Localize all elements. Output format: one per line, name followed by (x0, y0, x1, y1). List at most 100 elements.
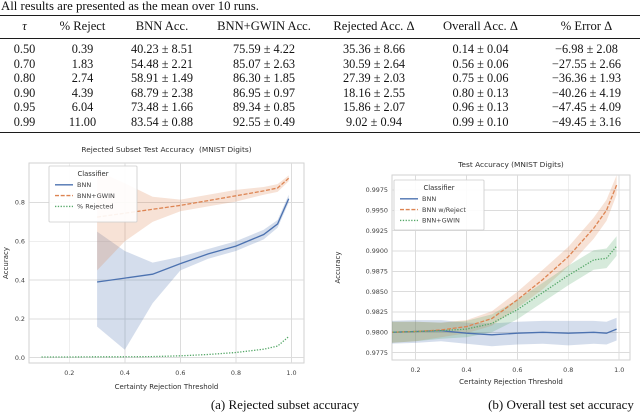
table-cell: −49.45 ± 3.16 (551, 114, 622, 129)
column-header: BNN Acc. (116, 15, 208, 39)
table-cell: 83.54 ± 0.88 (130, 114, 194, 129)
y-tick-label: 0.2 (15, 315, 25, 323)
table-cell: −6.98 ± 2.08 (555, 42, 618, 56)
overall-test-accuracy-chart: 0.2 0.4 0.6 0.8 1.0 0.9775 0.9800 0.9825 0.9850 0… (334, 160, 631, 386)
figure-panel: 0.2 0.4 0.6 0.8 1.0 0.0 0.2 0.4 0.6 0.8 Rejected S… (0, 140, 640, 396)
confidence-band (97, 194, 289, 350)
table-cell: 4.39 (71, 85, 94, 100)
y-tick-label: 0.8 (15, 199, 25, 207)
table-cell: 1.83 (71, 56, 94, 71)
table-cell: 0.75 ± 0.06 (452, 71, 509, 86)
table-cell: 0.50 (13, 42, 36, 56)
y-tick-label: 0.9975 (366, 186, 388, 194)
table-cell: −36.36 ± 1.93 (551, 71, 622, 86)
table-cell: 0.70 (13, 56, 36, 71)
x-tick-label: 0.8 (231, 369, 241, 377)
table-cell: 15.86 ± 2.07 (342, 100, 406, 115)
table-cell: −47.45 ± 4.09 (551, 100, 622, 115)
table-cell: −27.55 ± 2.66 (551, 56, 622, 71)
y-axis-label: Accuracy (2, 247, 10, 279)
x-tick-label: 0.6 (175, 369, 185, 377)
series-group (392, 175, 618, 347)
table-cell: 40.23 ± 8.51 (130, 42, 194, 56)
legend-entry-label: BNN+GWIN (77, 192, 115, 200)
column-header: % Error Δ (533, 15, 640, 39)
table-row: 0.70 1.83 54.48 ± 2.21 85.07 ± 2.63 30.59 ± … (0, 57, 640, 72)
table-cell: 11.00 (68, 114, 97, 129)
y-tick-label: 0.9900 (366, 247, 388, 255)
table-cell: 86.30 ± 1.85 (232, 71, 296, 86)
table-cell: 9.02 ± 0.94 (346, 114, 402, 129)
y-tick-label: 0.9775 (366, 349, 388, 357)
table-cell: 0.80 (13, 71, 36, 86)
table-cell: 73.48 ± 1.66 (130, 100, 194, 115)
confidence-band (392, 317, 617, 347)
legend-entry-label: BNN (77, 181, 91, 189)
table-cell: 0.95 (13, 100, 36, 115)
caption-left: (a) Rejected subset accuracy (210, 397, 360, 412)
legend: Classifier BNN BNN w/Reject BNN+GWIN (393, 179, 485, 231)
y-tick-label: 0.4 (15, 276, 25, 284)
legend: Classifier BNN BNN+GWIN % Rejected (48, 165, 138, 223)
table-cell: 0.80 ± 0.13 (452, 85, 509, 100)
legend-entry-label: BNN w/Reject (422, 206, 466, 214)
x-tick-label: 0.8 (563, 366, 573, 374)
x-tick-label: 0.4 (461, 366, 471, 374)
table-cell: 0.39 (71, 42, 94, 56)
x-axis-label: Certainty Rejection Threshold (459, 378, 563, 386)
y-tick-label: 0.9800 (366, 329, 388, 337)
series-line (97, 198, 290, 283)
confidence-band (392, 175, 617, 343)
table-row: 0.90 4.39 68.79 ± 2.38 86.95 ± 0.97 18.16 ± … (0, 86, 640, 101)
legend-entry-label: BNN (422, 195, 436, 203)
column-header: % Reject (49, 15, 116, 39)
column-header: Overall Acc. Δ (428, 15, 533, 39)
table-cell: 85.07 ± 2.63 (232, 56, 296, 71)
legend-title: Classifier (77, 170, 108, 178)
y-tick-label: 0.9925 (366, 227, 388, 235)
table-cell: 75.59 ± 4.22 (232, 42, 296, 56)
column-header: BNN+GWIN Acc. (208, 15, 320, 39)
table-cell: −40.26 ± 4.19 (551, 85, 622, 100)
x-tick-label: 0.4 (120, 369, 130, 377)
y-tick-label: 0.0 (15, 354, 25, 362)
table-cell: 0.14 ± 0.04 (452, 42, 509, 56)
chart-title: Test Accuracy (MNIST Digits) (457, 160, 564, 169)
table-cell: 0.96 ± 0.13 (452, 100, 509, 115)
results-table: τ% Reject BNN Acc. BNN+GWIN Acc. Rejected A… (0, 15, 640, 134)
y-tick-label: 0.9825 (366, 308, 388, 316)
legend-box (48, 165, 138, 223)
x-tick-label: 0.2 (64, 369, 74, 377)
column-header: τ (0, 15, 49, 39)
intro-text: All results are presented as the mean ov… (1, 0, 259, 13)
table-cell: 30.59 ± 2.64 (342, 56, 406, 71)
x-axis-label: Certainty Rejection Threshold (115, 383, 219, 391)
table-row: 0.99 11.00 83.54 ± 0.88 92.55 ± 0.49 9.02 ± … (0, 115, 640, 133)
series-line (41, 336, 290, 358)
table-cell: 89.34 ± 0.85 (232, 100, 296, 115)
column-header: Rejected Acc. Δ (320, 15, 428, 39)
rejected-subset-accuracy-chart: 0.2 0.4 0.6 0.8 1.0 0.0 0.2 0.4 0.6 0.8 Rejected S… (2, 145, 305, 391)
chart-title: Rejected Subset Test Accuracy (MNIST Dig… (81, 145, 251, 154)
caption-right: (b) Overall test set accuracy (488, 397, 634, 412)
x-tick-label: 1.0 (614, 366, 624, 374)
table-row: 0.95 6.04 73.48 ± 1.66 89.34 ± 0.85 15.86 ± … (0, 100, 640, 115)
legend-title: Classifier (423, 184, 454, 192)
y-tick-label: 0.9850 (366, 288, 388, 296)
y-tick-label: 0.9875 (366, 268, 388, 276)
table-header-row: τ% Reject BNN Acc. BNN+GWIN Acc. Rejected A… (0, 15, 640, 39)
legend-entry-label: % Rejected (77, 203, 114, 211)
table-cell: 0.99 ± 0.10 (452, 114, 509, 129)
y-tick-label: 0.6 (15, 237, 25, 245)
table-row: 0.50 0.39 40.23 ± 8.51 75.59 ± 4.22 35.36 ± … (0, 39, 640, 57)
table-cell: 0.90 (13, 85, 36, 100)
y-axis-label: Accuracy (334, 252, 342, 284)
table-cell: 92.55 ± 0.49 (232, 114, 296, 129)
table-cell: 2.74 (71, 71, 94, 86)
table-cell: 86.95 ± 0.97 (232, 85, 296, 100)
legend-entry-label: BNN+GWIN (422, 217, 460, 225)
y-tick-label: 0.9950 (366, 207, 388, 215)
table-cell: 68.79 ± 2.38 (130, 85, 194, 100)
table-cell: 27.39 ± 2.03 (342, 71, 406, 86)
